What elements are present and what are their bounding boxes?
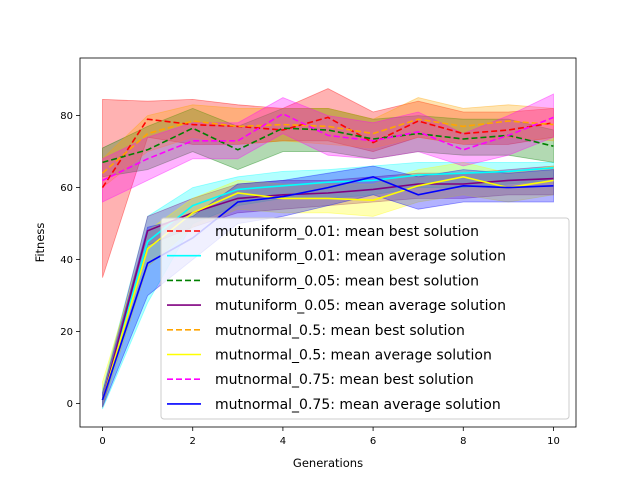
y-tick-label: 0: [67, 399, 73, 410]
y-tick-label: 40: [60, 255, 73, 266]
x-tick-label: 10: [547, 436, 560, 447]
x-axis-ticks: 0 2 4 6 8 10: [99, 427, 560, 447]
y-axis-ticks: 0 20 40 60 80: [60, 111, 80, 410]
legend-label: mutuniform_0.05: mean average solution: [215, 298, 506, 314]
legend-box: [160, 217, 570, 420]
x-tick-label: 4: [280, 436, 286, 447]
x-axis-label: Generations: [293, 456, 363, 470]
legend-label: mutuniform_0.05: mean best solution: [215, 273, 479, 289]
y-tick-label: 80: [60, 111, 73, 122]
x-tick-label: 8: [460, 436, 466, 447]
legend: mutuniform_0.01: mean best solution mutun…: [160, 217, 570, 420]
legend-label: mutnormal_0.5: mean best solution: [215, 323, 465, 339]
y-tick-label: 20: [60, 327, 73, 338]
legend-label: mutnormal_0.75: mean best solution: [215, 372, 474, 388]
x-tick-label: 0: [99, 436, 105, 447]
line-series-7: [102, 112, 554, 182]
line-series-1: [101, 116, 554, 189]
band-series-7: [102, 93, 554, 203]
x-tick-label: 2: [190, 436, 196, 447]
legend-label: mutnormal_0.5: mean average solution: [215, 348, 492, 364]
y-axis-label: Fitness: [33, 223, 47, 263]
y-tick-label: 60: [60, 183, 73, 194]
plot-frame: [79, 57, 577, 428]
x-tick-label: 6: [370, 436, 376, 447]
legend-label: mutnormal_0.75: mean average solution: [215, 397, 501, 413]
legend-label: mutuniform_0.01: mean best solution: [215, 224, 479, 240]
legend-label: mutuniform_0.01: mean average solution: [215, 249, 506, 265]
line-series-5: [101, 118, 554, 174]
